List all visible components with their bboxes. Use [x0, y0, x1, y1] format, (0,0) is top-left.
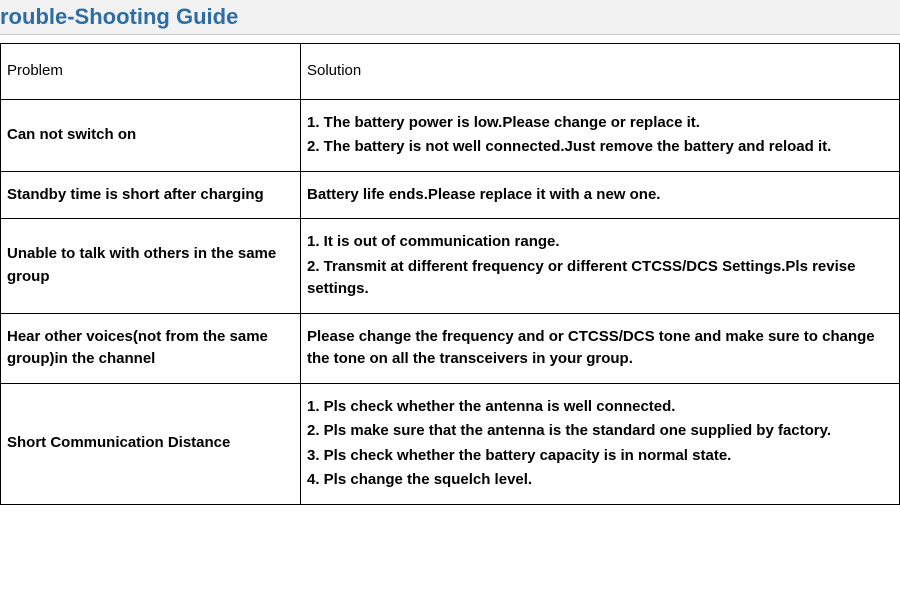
table-row: Can not switch on 1. The battery power i… — [1, 99, 900, 171]
problem-cell: Hear other voices(not from the same grou… — [1, 313, 301, 383]
troubleshooting-table: Problem Solution Can not switch on 1. Th… — [0, 43, 900, 505]
problem-cell: Short Communication Distance — [1, 383, 301, 504]
solution-line: 1. Pls check whether the antenna is well… — [307, 396, 893, 419]
solution-cell: 1. Pls check whether the antenna is well… — [301, 383, 900, 504]
solution-line: 2. The battery is not well connected.Jus… — [307, 136, 893, 159]
table-row: Unable to talk with others in the same g… — [1, 219, 900, 314]
table-header-row: Problem Solution — [1, 44, 900, 100]
solution-line: 1. It is out of communication range. — [307, 231, 893, 254]
solution-cell: 1. The battery power is low.Please chang… — [301, 99, 900, 171]
solution-cell: Please change the frequency and or CTCSS… — [301, 313, 900, 383]
column-header-solution: Solution — [301, 44, 900, 100]
problem-cell: Unable to talk with others in the same g… — [1, 219, 301, 314]
table-row: Short Communication Distance 1. Pls chec… — [1, 383, 900, 504]
solution-line: 2. Pls make sure that the antenna is the… — [307, 420, 893, 443]
problem-cell: Can not switch on — [1, 99, 301, 171]
solution-line: 2. Transmit at different frequency or di… — [307, 256, 893, 301]
problem-cell: Standby time is short after charging — [1, 171, 301, 219]
solution-line: Battery life ends.Please replace it with… — [307, 184, 893, 207]
solution-cell: Battery life ends.Please replace it with… — [301, 171, 900, 219]
solution-line: 3. Pls check whether the battery capacit… — [307, 445, 893, 468]
page-title: rouble-Shooting Guide — [0, 0, 900, 35]
solution-line: 4. Pls change the squelch level. — [307, 469, 893, 492]
column-header-problem: Problem — [1, 44, 301, 100]
solution-cell: 1. It is out of communication range. 2. … — [301, 219, 900, 314]
table-row: Standby time is short after charging Bat… — [1, 171, 900, 219]
solution-line: Please change the frequency and or CTCSS… — [307, 326, 893, 371]
table-row: Hear other voices(not from the same grou… — [1, 313, 900, 383]
solution-line: 1. The battery power is low.Please chang… — [307, 112, 893, 135]
